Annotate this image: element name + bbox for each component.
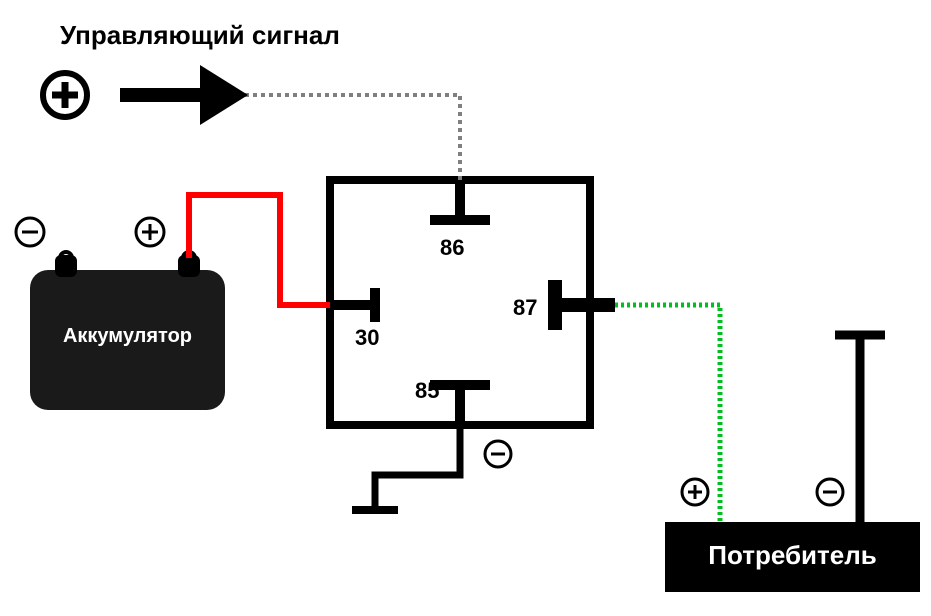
wire-87-to-consumer bbox=[615, 305, 720, 522]
pin-85-label: 85 bbox=[415, 378, 439, 403]
consumer-label: Потребитель bbox=[665, 540, 920, 571]
relay-pin-86 bbox=[430, 180, 490, 220]
pin-86-label: 86 bbox=[440, 235, 464, 260]
circuit-diagram: 86 87 85 30 bbox=[0, 0, 931, 616]
control-plus-icon bbox=[43, 73, 87, 117]
wire-control bbox=[245, 95, 460, 180]
pin-87-label: 87 bbox=[513, 295, 537, 320]
battery-label: Аккумулятор bbox=[30, 325, 225, 348]
pin85-minus-sign bbox=[485, 441, 511, 467]
battery-pos-sign bbox=[136, 218, 164, 246]
relay-pin-30 bbox=[330, 288, 375, 322]
wire-85-ground bbox=[375, 425, 460, 510]
relay-pin-87 bbox=[555, 280, 615, 330]
control-arrow-icon bbox=[120, 65, 248, 125]
diagram-title: Управляющий сигнал bbox=[60, 20, 340, 51]
consumer-neg-sign bbox=[817, 479, 843, 505]
pin-30-label: 30 bbox=[355, 325, 379, 350]
battery-neg-sign bbox=[16, 218, 44, 246]
consumer-pos-sign bbox=[682, 479, 708, 505]
